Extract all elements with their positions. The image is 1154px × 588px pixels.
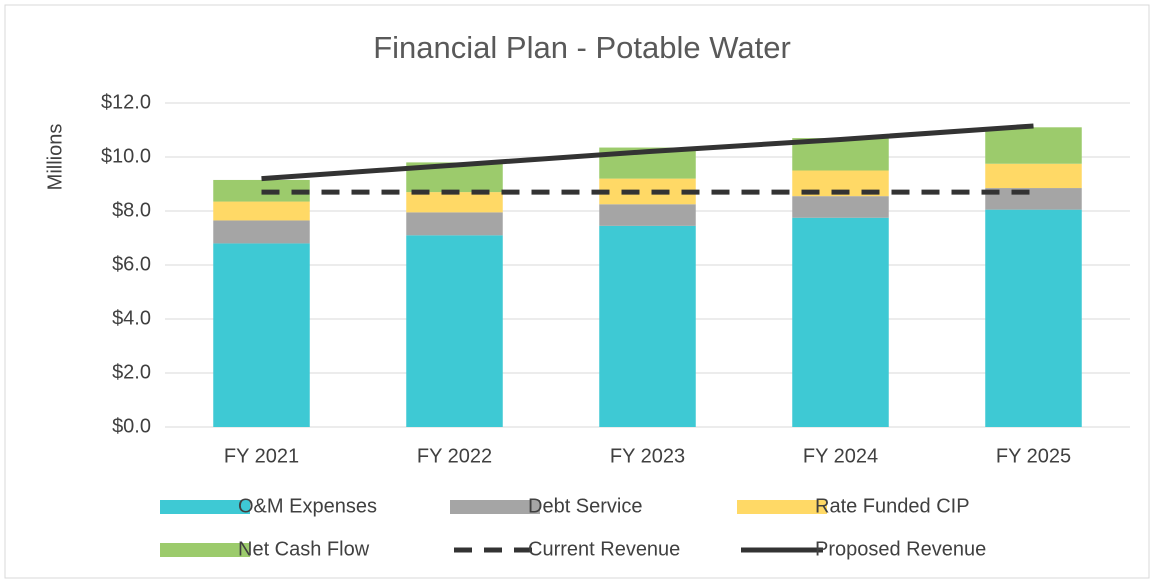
bar-segment — [213, 243, 310, 427]
bar-segment — [792, 217, 889, 427]
legend-swatch — [160, 543, 250, 557]
bar-segment — [599, 225, 696, 427]
legend-label: Rate Funded CIP — [815, 495, 970, 517]
legend-label: Current Revenue — [528, 538, 680, 560]
bar-segment — [985, 127, 1082, 164]
legend-label: Proposed Revenue — [815, 538, 986, 560]
y-tick-label: $10.0 — [101, 145, 151, 167]
y-tick-label: $0.0 — [112, 415, 151, 437]
bar-segment — [792, 196, 889, 218]
bar-segment — [599, 178, 696, 205]
bar-segment — [406, 192, 503, 213]
y-tick-label: $8.0 — [112, 199, 151, 221]
legend-label: Net Cash Flow — [238, 538, 370, 560]
y-axis-label: Millions — [44, 124, 66, 191]
chart-title: Financial Plan - Potable Water — [373, 30, 791, 65]
y-tick-label: $12.0 — [101, 91, 151, 113]
legend-label: Debt Service — [528, 495, 643, 517]
y-tick-label: $6.0 — [112, 253, 151, 275]
bar-segment — [213, 220, 310, 244]
x-tick-label: FY 2022 — [417, 445, 492, 467]
bar-segment — [599, 204, 696, 226]
y-tick-label: $4.0 — [112, 307, 151, 329]
x-tick-label: FY 2021 — [224, 445, 299, 467]
x-tick-label: FY 2024 — [803, 445, 878, 467]
legend-label: O&M Expenses — [238, 495, 377, 517]
bar-segment — [406, 235, 503, 427]
bar-segment — [985, 188, 1082, 210]
bar-segment — [213, 201, 310, 221]
bar-segment — [985, 209, 1082, 427]
bar-segment — [985, 163, 1082, 189]
bar-segment — [406, 212, 503, 236]
x-tick-label: FY 2025 — [996, 445, 1071, 467]
y-tick-label: $2.0 — [112, 361, 151, 383]
legend-swatch — [737, 500, 827, 514]
legend-swatch — [450, 500, 540, 514]
x-tick-label: FY 2023 — [610, 445, 685, 467]
line-series — [261, 123, 1034, 182]
legend-swatch — [160, 500, 250, 514]
chart-border — [4, 4, 1150, 579]
